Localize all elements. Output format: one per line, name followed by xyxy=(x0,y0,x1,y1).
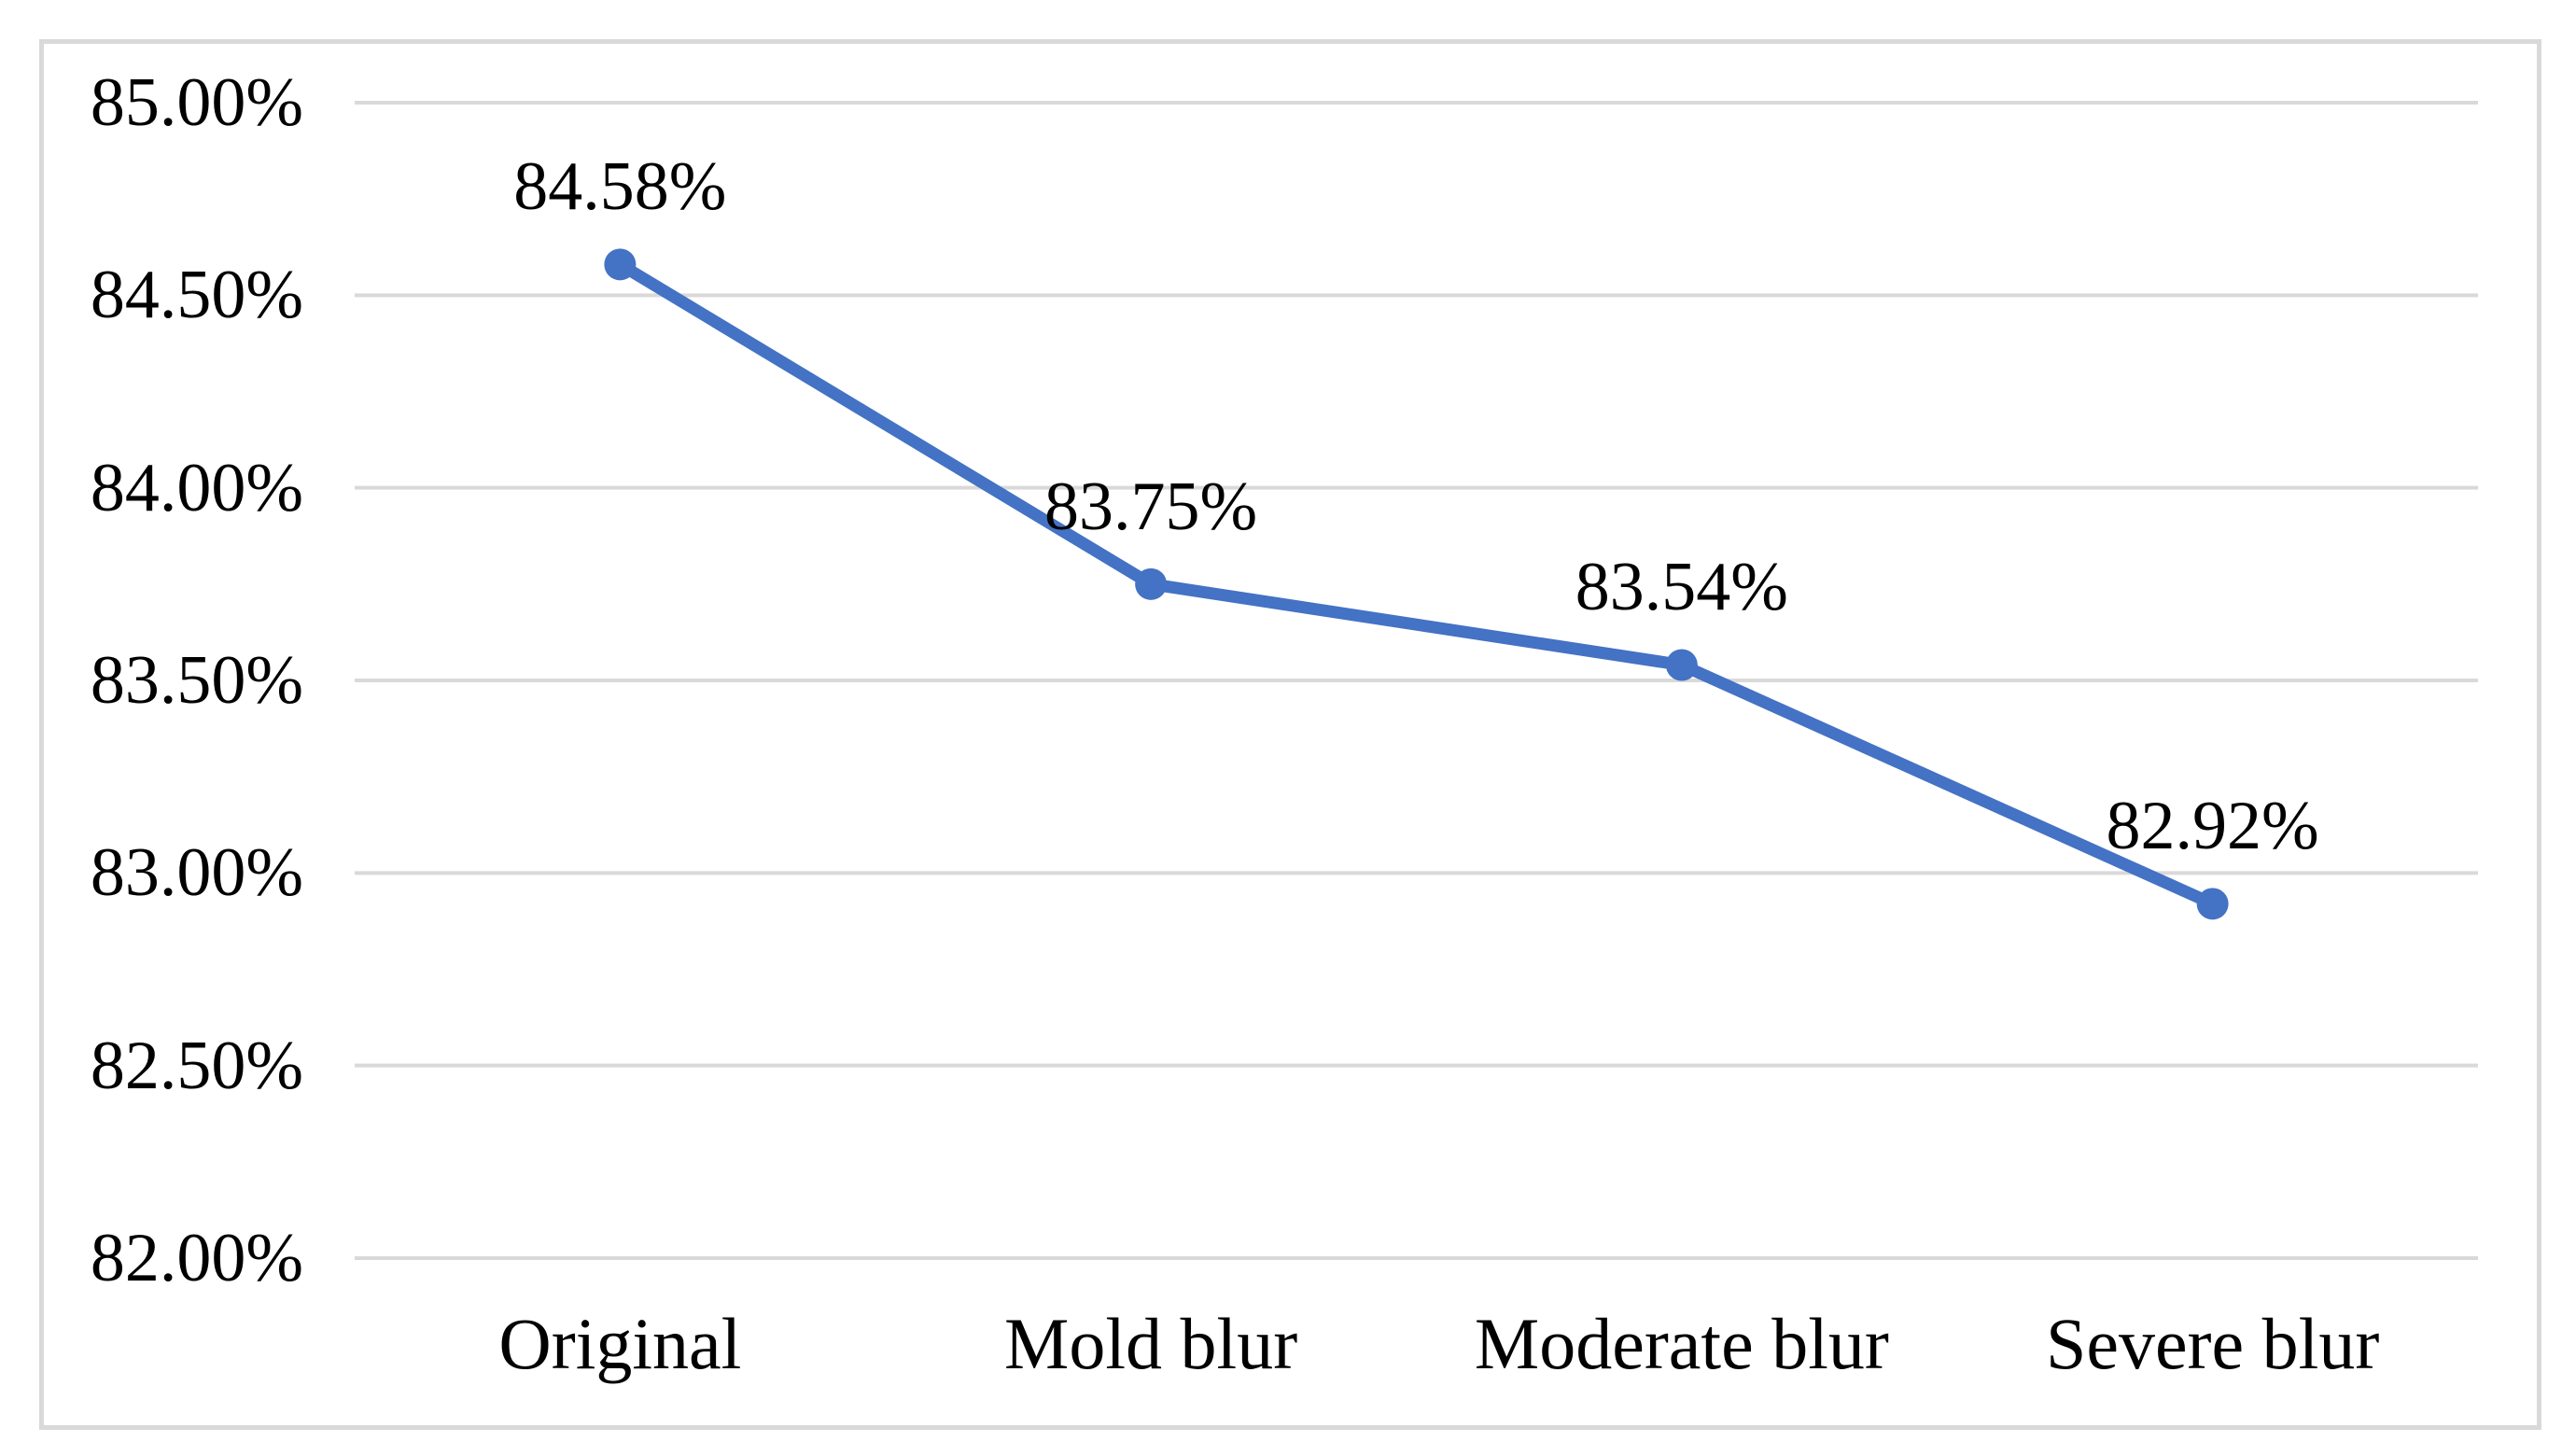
y-axis-tick-label: 82.00% xyxy=(90,1220,303,1296)
x-axis-category-label: Moderate blur xyxy=(1474,1303,1889,1384)
x-axis-category-label: Severe blur xyxy=(2045,1303,2380,1384)
y-axis-tick-label: 83.00% xyxy=(90,834,303,912)
data-point-marker xyxy=(604,248,637,281)
y-axis-tick-label: 84.00% xyxy=(90,449,303,526)
series-line xyxy=(613,258,2219,910)
data-label: 83.75% xyxy=(1044,468,1258,545)
data-label: 84.58% xyxy=(513,148,727,226)
data-label: 82.92% xyxy=(2106,788,2319,865)
data-label: 83.54% xyxy=(1575,549,1788,626)
y-axis-tick-label: 84.50% xyxy=(90,257,303,334)
y-axis-tick-label: 83.50% xyxy=(90,642,303,719)
data-point-marker xyxy=(1135,567,1168,600)
data-point-marker xyxy=(1665,649,1698,681)
chart-frame xyxy=(39,39,2541,1430)
y-axis-tick-label: 82.50% xyxy=(90,1027,303,1104)
x-axis-category-label: Mold blur xyxy=(1004,1303,1298,1384)
y-axis-tick-label: 85.00% xyxy=(90,64,303,141)
data-point-marker xyxy=(2196,888,2229,920)
x-axis-category-label: Original xyxy=(498,1303,742,1384)
